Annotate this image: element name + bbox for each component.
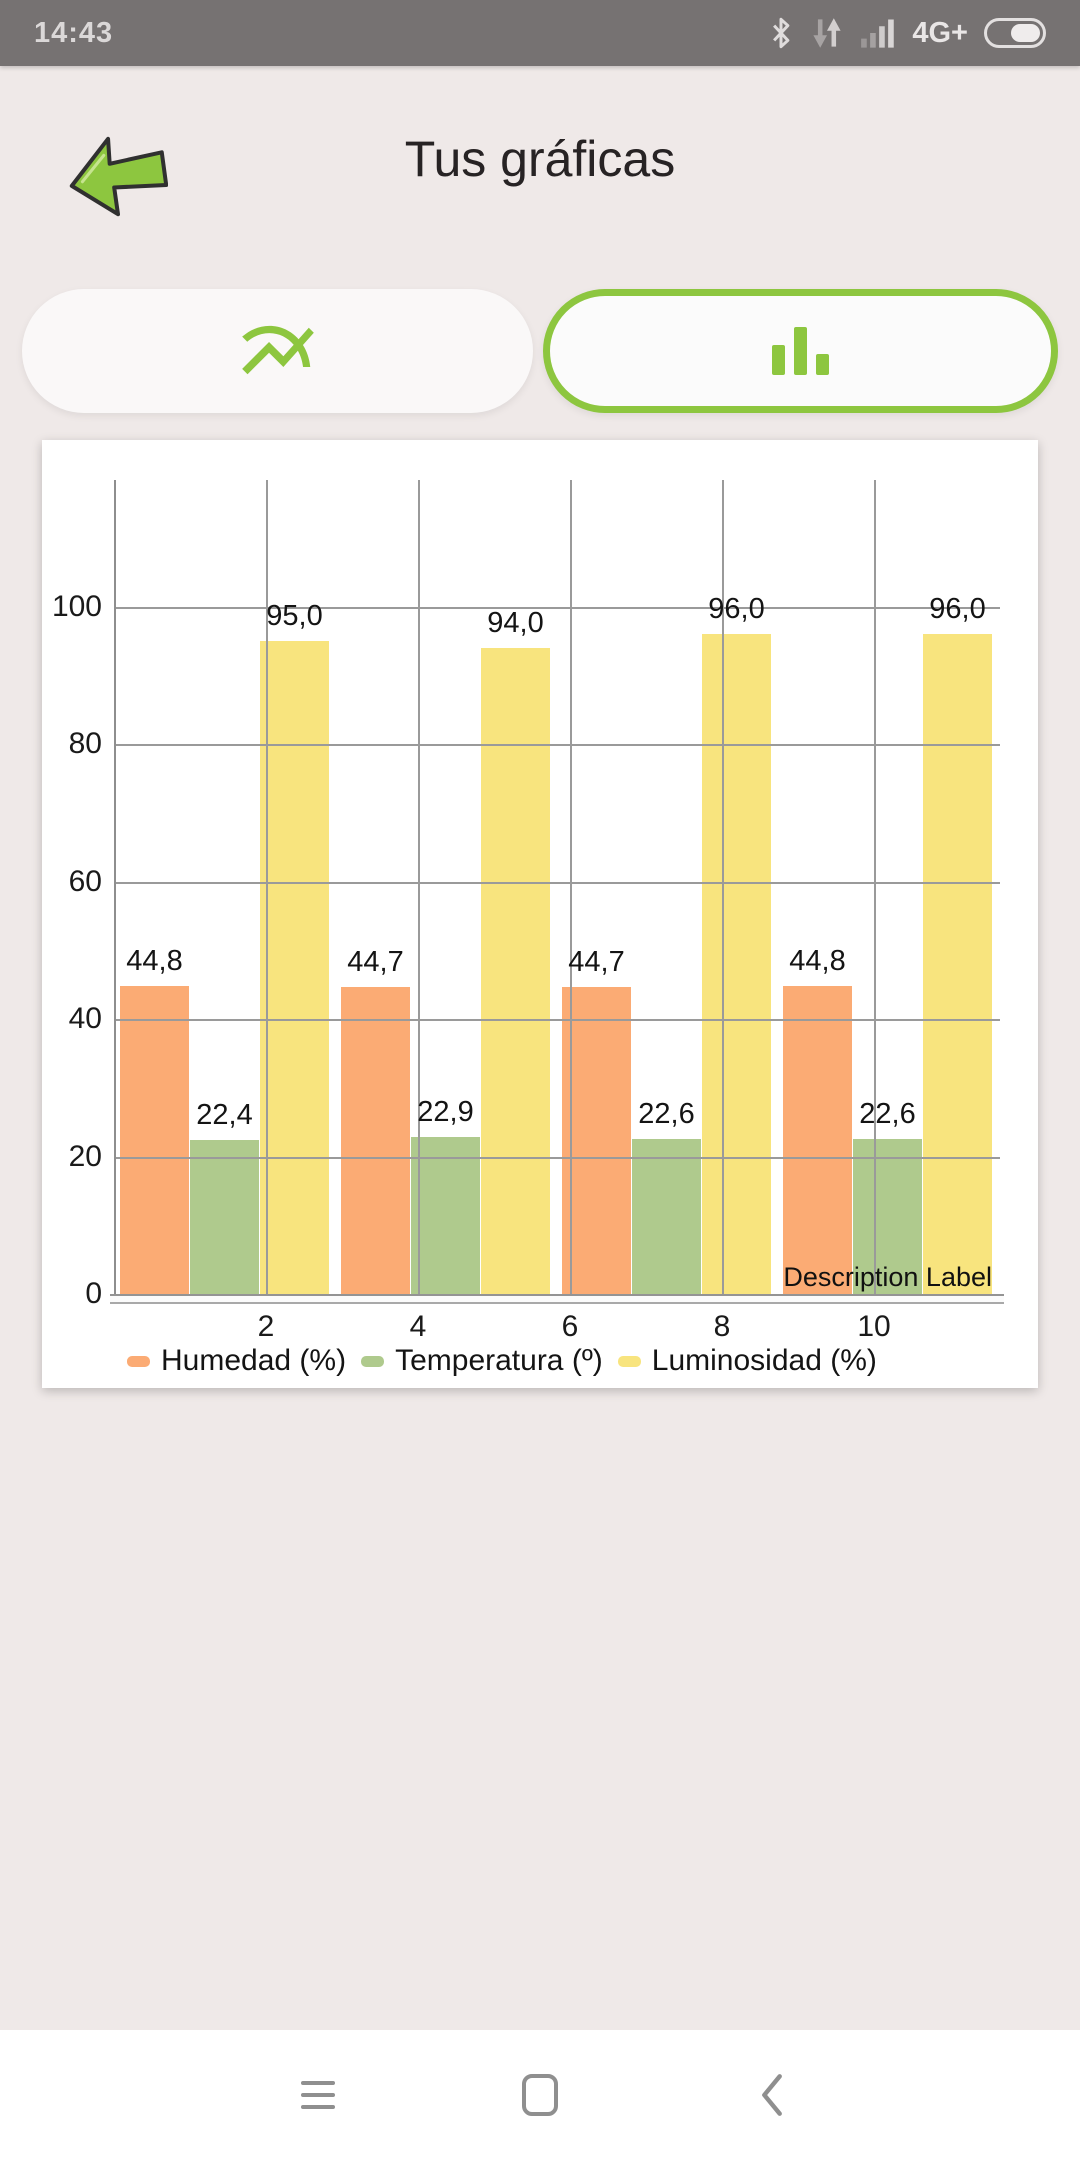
y-gridline <box>114 744 1000 747</box>
nav-back-button[interactable] <box>712 2030 832 2160</box>
legend-swatch <box>127 1355 150 1367</box>
y-axis-tick-label: 0 <box>85 1277 102 1310</box>
chart-description-label: Description Label <box>783 1262 992 1292</box>
legend-label: Humedad (%) <box>161 1344 347 1377</box>
network-type-label: 4G+ <box>912 16 968 49</box>
x-axis-tick-label: 2 <box>257 1310 275 1343</box>
home-icon <box>522 2074 558 2116</box>
x-gridline <box>570 480 572 1294</box>
bluetooth-icon <box>773 17 790 49</box>
x-gridline <box>722 480 724 1294</box>
x-gridline <box>266 480 268 1294</box>
bar-luminosidad <box>923 634 992 1294</box>
nav-home-button[interactable] <box>480 2030 600 2160</box>
bar-value-label: 94,0 <box>487 607 544 640</box>
back-button[interactable] <box>68 124 168 228</box>
legend-item: Humedad (%) <box>127 1344 346 1378</box>
bar-value-label: 96,0 <box>708 593 765 626</box>
legend-label: Temperatura (º) <box>395 1344 603 1377</box>
bar-value-label: 95,0 <box>266 600 323 633</box>
bar-value-label: 44,7 <box>568 945 625 978</box>
bar-temperatura <box>190 1140 259 1294</box>
y-axis-tick-label: 40 <box>68 1002 102 1036</box>
x-axis-tick-label: 8 <box>713 1310 731 1343</box>
bar-luminosidad <box>702 634 771 1294</box>
chart-legend: Humedad (%) Temperatura (º) Luminosidad (%… <box>127 1342 877 1380</box>
bar-humedad <box>783 986 852 1294</box>
x-axis-line <box>110 1294 1004 1304</box>
back-chevron-icon <box>762 2074 782 2116</box>
x-axis-tick-label: 4 <box>409 1310 427 1343</box>
y-gridline <box>114 1156 1000 1159</box>
bar-value-label: 44,8 <box>126 945 183 978</box>
y-gridline <box>114 881 1000 884</box>
legend-swatch <box>617 1355 641 1367</box>
y-axis-tick-label: 80 <box>68 727 102 761</box>
x-gridline <box>418 480 420 1294</box>
bar-value-label: 44,8 <box>789 945 846 978</box>
x-axis-tick-label: 6 <box>561 1310 579 1343</box>
x-gridline <box>874 480 876 1294</box>
line-chart-icon <box>241 325 314 375</box>
legend-swatch <box>361 1355 385 1367</box>
bar-temperatura <box>632 1138 701 1294</box>
x-axis-tick-label: 10 <box>857 1310 891 1343</box>
legend-item: Luminosidad (%) <box>617 1344 877 1378</box>
data-arrows-icon <box>813 18 841 48</box>
status-bar: 14:43 4G+ <box>0 0 1080 66</box>
nav-menu-button[interactable] <box>258 2030 378 2160</box>
battery-icon <box>984 18 1046 48</box>
status-icons: 4G+ <box>768 17 1046 50</box>
y-axis-tick-label: 100 <box>51 590 102 623</box>
bar-chart-icon <box>772 327 829 375</box>
y-gridline <box>114 1019 1000 1022</box>
y-axis-tick-label: 20 <box>68 1139 102 1173</box>
y-gridline <box>114 607 1000 609</box>
bar-value-label: 22,6 <box>638 1097 695 1130</box>
bar-temperatura <box>411 1136 480 1294</box>
bar-luminosidad <box>260 641 329 1294</box>
bar-value-label: 44,7 <box>347 945 404 978</box>
bar-chart: Description Label Humedad (%) Temperatura… <box>42 440 1038 1388</box>
bar-value-label: 22,9 <box>417 1095 474 1128</box>
battery-fill <box>1010 24 1040 42</box>
legend-label: Luminosidad (%) <box>651 1344 877 1377</box>
legend-item: Temperatura (º) <box>361 1344 603 1378</box>
bar-humedad <box>120 986 189 1294</box>
line-chart-tab[interactable] <box>22 289 533 413</box>
bar-value-label: 22,6 <box>859 1097 916 1130</box>
y-axis-line <box>114 480 116 1304</box>
bar-temperatura <box>853 1138 922 1294</box>
bar-humedad <box>341 986 410 1294</box>
menu-icon <box>301 2081 335 2109</box>
bar-value-label: 96,0 <box>929 593 986 626</box>
y-axis-tick-label: 60 <box>68 864 102 898</box>
bar-humedad <box>562 986 631 1294</box>
page-title: Tus gráficas <box>404 131 676 187</box>
bar-luminosidad <box>481 648 550 1294</box>
signal-icon <box>861 19 895 48</box>
android-nav-bar <box>0 2030 1080 2160</box>
bar-chart-tab[interactable] <box>543 289 1058 413</box>
bar-value-label: 22,4 <box>196 1099 253 1132</box>
clock: 14:43 <box>34 16 114 49</box>
